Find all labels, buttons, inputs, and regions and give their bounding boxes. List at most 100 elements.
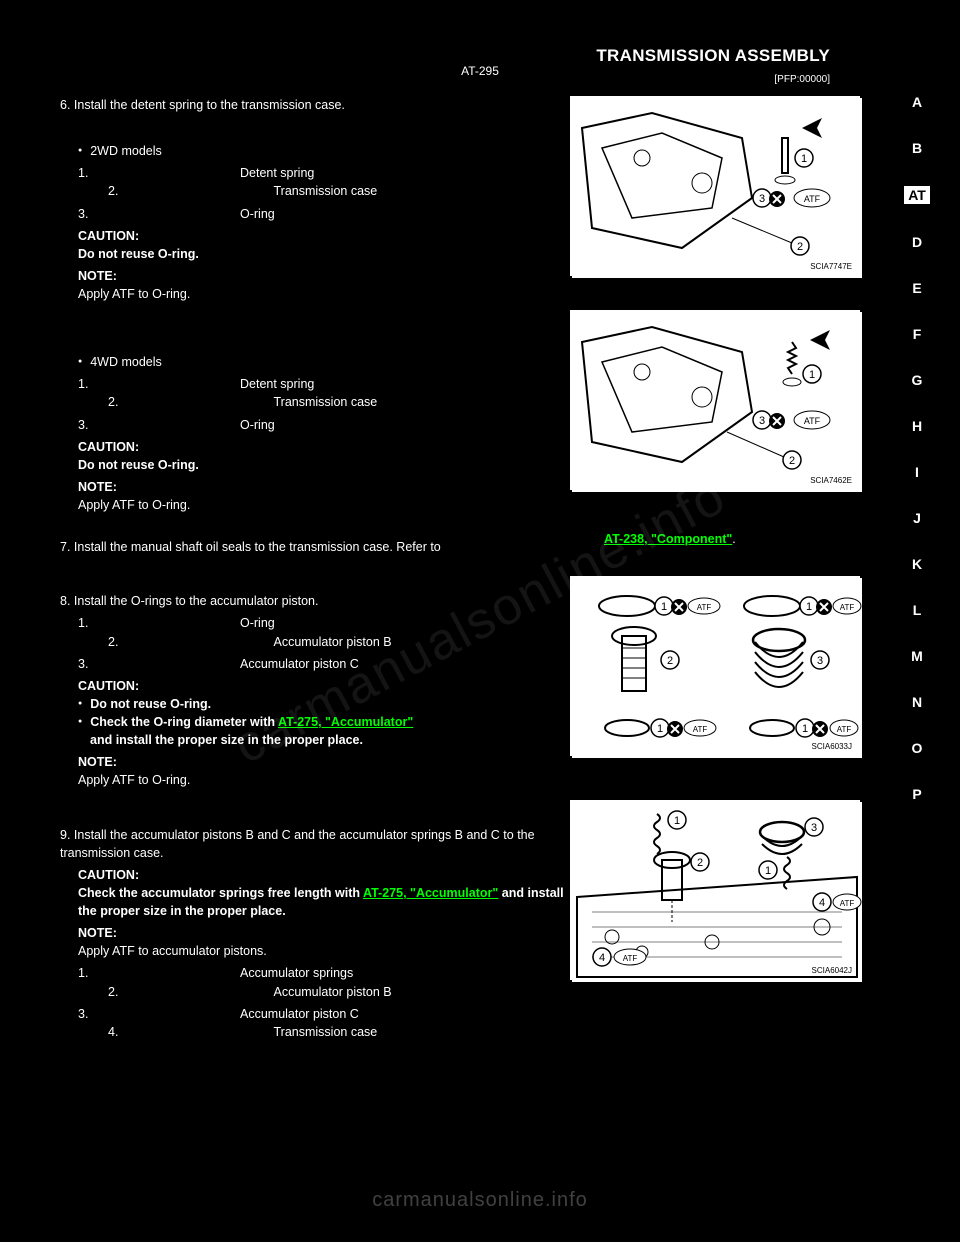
step6-bullet-2wd: 2WD models: [90, 142, 162, 160]
nav-tab-at[interactable]: AT: [904, 186, 930, 204]
s6b-l3n: 3.: [78, 416, 240, 434]
figure-4-svg: 1 2 3 1 4 ATF 4 ATF: [572, 802, 862, 982]
figure-3-svg: 1 ATF 2 1 ATF 1 ATF 3 1 ATF: [572, 578, 862, 758]
s8-note: Apply ATF to O-ring.: [60, 771, 580, 789]
s8-l3t: Accumulator piston C: [240, 655, 402, 673]
s8-c1: Do not reuse O-ring.: [90, 695, 211, 713]
s6-l2t: Transmission case: [273, 182, 435, 200]
s7-text-b: .: [732, 532, 735, 546]
s6b-note: Apply ATF to O-ring.: [60, 496, 580, 514]
nav-tab-l[interactable]: L: [904, 602, 930, 618]
svg-text:ATF: ATF: [697, 603, 712, 612]
figure-4: 1 2 3 1 4 ATF 4 ATF SCIA6042J: [570, 800, 860, 980]
step6-bullet-4wd: 4WD models: [90, 353, 162, 371]
figure-1-id: SCIA7747E: [810, 262, 852, 271]
svg-text:1: 1: [661, 601, 667, 613]
s8-l2t: Accumulator piston B: [273, 633, 435, 651]
link-component[interactable]: AT-238, "Component": [604, 532, 732, 546]
section-nav: A B AT D E F G H I J K L M N O P: [904, 94, 930, 802]
s6-l3n: 3.: [78, 205, 240, 223]
s8-l1n: 1.: [78, 614, 240, 632]
nav-tab-h[interactable]: H: [904, 418, 930, 434]
s8-c2: Check the O-ring diameter with: [90, 715, 278, 729]
s6b-l2t: Transmission case: [273, 393, 435, 411]
s8-l3n: 3.: [78, 655, 240, 673]
nav-tab-b[interactable]: B: [904, 140, 930, 156]
svg-text:ATF: ATF: [837, 725, 852, 734]
nav-tab-m[interactable]: M: [904, 648, 930, 664]
s6b-l3t: O-ring: [240, 416, 402, 434]
s9-l4t: Transmission case: [273, 1023, 435, 1041]
s9-c1: Check the accumulator springs free lengt…: [78, 886, 363, 900]
figure-3: 1 ATF 2 1 ATF 1 ATF 3 1 ATF SCI: [570, 576, 860, 756]
link-accumulator-1[interactable]: AT-275, "Accumulator": [278, 715, 413, 729]
s7-text-a: Install the manual shaft oil seals to th…: [74, 540, 441, 554]
s6b-caution: Do not reuse O-ring.: [78, 458, 199, 472]
s9-l2n: 2.: [108, 983, 270, 1001]
nav-tab-f[interactable]: F: [904, 326, 930, 342]
page-number: AT-295: [461, 64, 499, 78]
pfp-code: [PFP:00000]: [774, 74, 830, 85]
s6b-l1n: 1.: [78, 375, 240, 393]
svg-text:ATF: ATF: [804, 416, 821, 426]
svg-text:3: 3: [817, 655, 823, 667]
s6b-l1t: Detent spring: [240, 375, 402, 393]
figure-3-id: SCIA6033J: [812, 742, 852, 751]
svg-text:2: 2: [697, 857, 703, 869]
svg-text:1: 1: [809, 369, 815, 381]
s9-l1n: 1.: [78, 964, 240, 982]
s6-l1t: Detent spring: [240, 164, 402, 182]
svg-text:3: 3: [759, 415, 765, 427]
s9-l4n: 4.: [108, 1023, 270, 1041]
s6-l1n: 1.: [78, 164, 240, 182]
figure-1: 1 3 ATF 2 SCIA7747E: [570, 96, 860, 276]
s6b-l2n: 2.: [108, 393, 270, 411]
svg-text:ATF: ATF: [693, 725, 708, 734]
s9-text: Install the accumulator pistons B and C …: [60, 828, 535, 860]
figure-2: 1 3 ATF 2 SCIA7462E: [570, 310, 860, 490]
nav-tab-j[interactable]: J: [904, 510, 930, 526]
page-root: TRANSMISSION ASSEMBLY AT-295 [PFP:00000]…: [0, 0, 960, 1242]
nav-tab-a[interactable]: A: [904, 94, 930, 110]
svg-text:ATF: ATF: [840, 899, 855, 908]
nav-tab-i[interactable]: I: [904, 464, 930, 480]
step-9: 9. Install the accumulator pistons B and…: [60, 826, 580, 1041]
svg-text:4: 4: [819, 897, 825, 909]
svg-text:1: 1: [657, 723, 663, 735]
watermark-footer: carmanualsonline.info: [372, 1189, 588, 1212]
step-7: 7. Install the manual shaft oil seals to…: [60, 538, 580, 556]
content-column: 6. Install the detent spring to the tran…: [60, 96, 580, 1053]
svg-text:2: 2: [667, 655, 673, 667]
s6-l3t: O-ring: [240, 205, 402, 223]
step-8: 8. Install the O-rings to the accumulato…: [60, 592, 580, 789]
s6-note: Apply ATF to O-ring.: [60, 285, 580, 303]
link-accumulator-2[interactable]: AT-275, "Accumulator": [363, 886, 498, 900]
s6-caution: Do not reuse O-ring.: [78, 247, 199, 261]
nav-tab-p[interactable]: P: [904, 786, 930, 802]
svg-text:1: 1: [765, 865, 771, 877]
svg-text:3: 3: [759, 193, 765, 205]
svg-text:1: 1: [674, 815, 680, 827]
s9-l1t: Accumulator springs: [240, 964, 402, 982]
s8-c3: and install the proper size in the prope…: [60, 731, 580, 749]
step6-text: Install the detent spring to the transmi…: [74, 98, 345, 112]
s8-text: Install the O-rings to the accumulator p…: [74, 594, 319, 608]
svg-text:ATF: ATF: [840, 603, 855, 612]
figure-2-id: SCIA7462E: [810, 476, 852, 485]
s6-l2n: 2.: [108, 182, 270, 200]
section-title: TRANSMISSION ASSEMBLY: [596, 46, 830, 66]
s8-l2n: 2.: [108, 633, 270, 651]
svg-text:1: 1: [802, 723, 808, 735]
s9-l3t: Accumulator piston C: [240, 1005, 402, 1023]
s8-l1t: O-ring: [240, 614, 402, 632]
s9-note: Apply ATF to accumulator pistons.: [60, 942, 580, 960]
svg-text:2: 2: [797, 241, 803, 253]
svg-text:ATF: ATF: [804, 194, 821, 204]
nav-tab-e[interactable]: E: [904, 280, 930, 296]
svg-text:4: 4: [599, 952, 605, 964]
nav-tab-g[interactable]: G: [904, 372, 930, 388]
nav-tab-o[interactable]: O: [904, 740, 930, 756]
nav-tab-n[interactable]: N: [904, 694, 930, 710]
nav-tab-d[interactable]: D: [904, 234, 930, 250]
nav-tab-k[interactable]: K: [904, 556, 930, 572]
